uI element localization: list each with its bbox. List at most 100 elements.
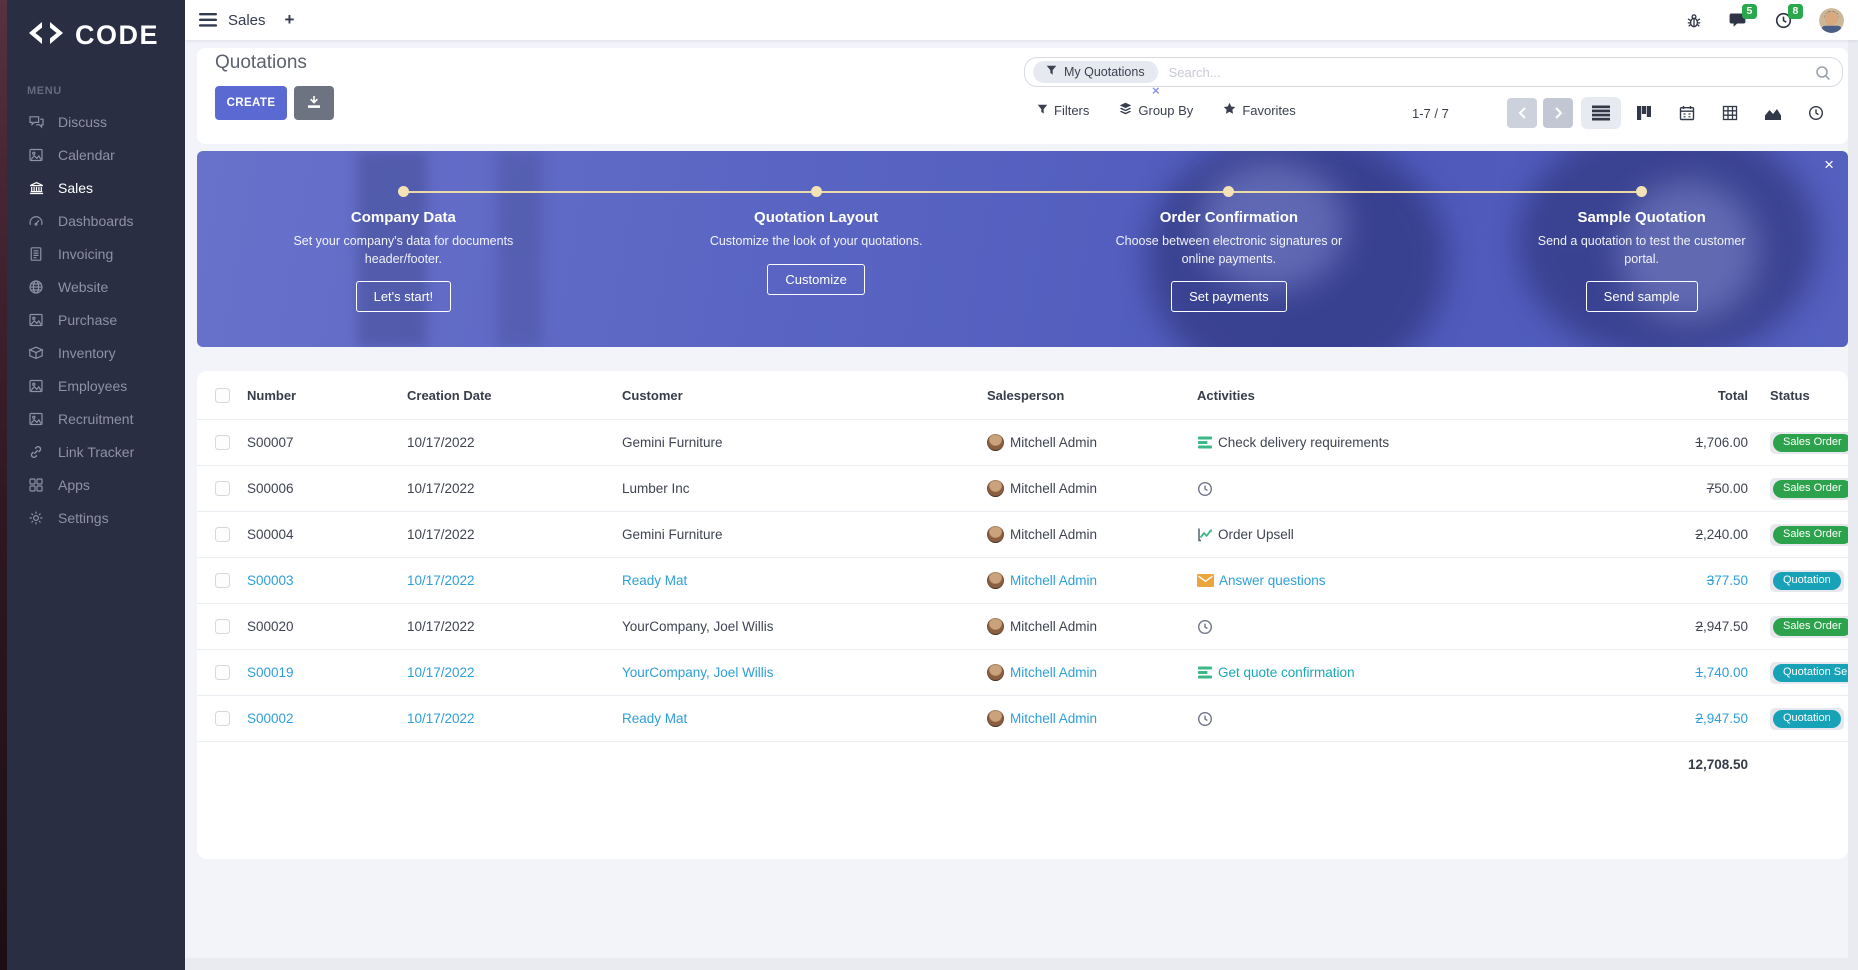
sidebar-item-label: Purchase (58, 312, 117, 328)
step-action-button[interactable]: Let's start! (356, 281, 452, 312)
sidebar-item-invoicing[interactable]: Invoicing (0, 237, 185, 270)
list-view-icon (1592, 105, 1610, 121)
sidebar-item-inventory[interactable]: Inventory (0, 336, 185, 369)
column-header-customer[interactable]: Customer (622, 388, 987, 403)
view-switch-kanban[interactable] (1624, 97, 1664, 129)
view-switch-calendar[interactable] (1667, 97, 1707, 129)
new-tab-button[interactable]: + (285, 10, 295, 30)
cell-activities[interactable] (1197, 481, 1597, 497)
activity-label[interactable]: Answer questions (1219, 573, 1326, 588)
sidebar-item-website[interactable]: Website (0, 270, 185, 303)
sidebar-item-sales[interactable]: Sales (0, 171, 185, 204)
export-button[interactable] (294, 86, 334, 120)
column-header-activities[interactable]: Activities (1197, 388, 1597, 403)
row-checkbox[interactable] (215, 481, 230, 496)
step-action-button[interactable]: Send sample (1586, 281, 1698, 312)
cell-salesperson: Mitchell Admin (987, 526, 1197, 543)
sidebar-item-calendar[interactable]: Calendar (0, 138, 185, 171)
clock-icon (1197, 711, 1213, 727)
sidebar-item-apps[interactable]: Apps (0, 468, 185, 501)
activity-label[interactable]: Check delivery requirements (1218, 435, 1389, 450)
column-header-salesperson[interactable]: Salesperson (987, 388, 1197, 403)
activities-clock-icon[interactable]: 8 (1775, 12, 1792, 29)
view-switch-pivot[interactable] (1710, 97, 1750, 129)
salesperson-avatar (987, 434, 1004, 451)
vertical-scrollbar[interactable] (1848, 40, 1858, 958)
tasks-icon (1197, 436, 1213, 450)
step-action-button[interactable]: Set payments (1171, 281, 1287, 312)
user-avatar[interactable] (1819, 8, 1844, 33)
quotation-row-s00020[interactable]: S00020 10/17/2022 YourCompany, Joel Will… (197, 603, 1848, 649)
step-title: Order Confirmation (1160, 209, 1298, 226)
row-checkbox[interactable] (215, 619, 230, 634)
salesperson-avatar (987, 480, 1004, 497)
cell-activities[interactable] (1197, 711, 1597, 727)
sidebar-item-recruitment[interactable]: Recruitment (0, 402, 185, 435)
cell-activities[interactable]: Order Upsell (1197, 527, 1597, 542)
favorites-label: Favorites (1242, 103, 1295, 118)
app-breadcrumb[interactable]: Sales (228, 12, 266, 29)
column-header-number[interactable]: Number (247, 388, 407, 403)
hamburger-menu-icon[interactable] (199, 13, 217, 27)
filters-menu[interactable]: Filters (1037, 103, 1089, 118)
row-checkbox[interactable] (215, 665, 230, 680)
cell-activities[interactable]: Get quote confirmation (1197, 665, 1597, 680)
quotation-row-s00019[interactable]: S00019 10/17/2022 YourCompany, Joel Will… (197, 649, 1848, 695)
status-badge: Sales Order (1770, 478, 1848, 500)
quotation-row-s00006[interactable]: S00006 10/17/2022 Lumber Inc Mitchell Ad… (197, 465, 1848, 511)
status-badge-label: Quotation (1773, 710, 1841, 728)
row-checkbox[interactable] (215, 573, 230, 588)
group-by-label: Group By (1138, 103, 1193, 118)
action-buttons: CREATE (215, 86, 334, 120)
search-facet-my-quotations[interactable]: My Quotations (1033, 61, 1158, 83)
cell-status: Quotation (1748, 708, 1848, 730)
sidebar-item-discuss[interactable]: Discuss (0, 105, 185, 138)
debug-bug-icon[interactable] (1686, 12, 1702, 29)
quotation-row-s00003[interactable]: S00003 10/17/2022 Ready Mat Mitchell Adm… (197, 557, 1848, 603)
activity-view-icon (1808, 105, 1824, 121)
column-header-status[interactable]: Status (1748, 388, 1848, 403)
cell-activities[interactable]: Answer questions (1197, 573, 1597, 588)
row-checkbox[interactable] (215, 527, 230, 542)
view-switch-activity[interactable] (1796, 97, 1836, 129)
create-button[interactable]: CREATE (215, 86, 287, 120)
banner-close-icon[interactable]: × (1824, 156, 1834, 173)
select-all-checkbox[interactable] (215, 388, 230, 403)
messages-icon[interactable]: 5 (1729, 12, 1748, 29)
row-checkbox[interactable] (215, 711, 230, 726)
step-action-button[interactable]: Customize (767, 264, 864, 295)
column-header-total[interactable]: Total (1597, 388, 1748, 403)
pager-next-button[interactable] (1543, 98, 1573, 128)
view-switch-graph[interactable] (1753, 97, 1793, 129)
sidebar-item-settings[interactable]: Settings (0, 501, 185, 534)
sidebar-item-label: Website (58, 279, 108, 295)
quotation-row-s00002[interactable]: S00002 10/17/2022 Ready Mat Mitchell Adm… (197, 695, 1848, 741)
cell-salesperson: Mitchell Admin (987, 480, 1197, 497)
facet-remove-icon[interactable]: × (1152, 83, 1160, 98)
app-logo[interactable]: CODE (0, 0, 185, 51)
cell-customer: Ready Mat (622, 573, 987, 588)
tasks-icon (1197, 666, 1213, 680)
search-input[interactable]: Search... (1169, 65, 1221, 80)
activity-label[interactable]: Order Upsell (1218, 527, 1294, 542)
row-checkbox[interactable] (215, 435, 230, 450)
quotation-row-s00004[interactable]: S00004 10/17/2022 Gemini Furniture Mitch… (197, 511, 1848, 557)
pager-previous-button[interactable] (1507, 98, 1537, 128)
column-header-creation-date[interactable]: Creation Date (407, 388, 622, 403)
favorites-menu[interactable]: Favorites (1223, 102, 1295, 118)
sidebar-item-dashboards[interactable]: Dashboards (0, 204, 185, 237)
sidebar-item-purchase[interactable]: Purchase (0, 303, 185, 336)
search-bar[interactable]: My Quotations Search... × (1024, 57, 1843, 87)
activity-label[interactable]: Get quote confirmation (1218, 665, 1355, 680)
view-switch-list[interactable] (1581, 97, 1621, 129)
group-by-menu[interactable]: Group By (1119, 102, 1193, 118)
horizontal-scrollbar[interactable] (185, 958, 1858, 970)
cell-activities[interactable] (1197, 619, 1597, 635)
cell-activities[interactable]: Check delivery requirements (1197, 435, 1597, 450)
quotation-row-s00007[interactable]: S00007 10/17/2022 Gemini Furniture Mitch… (197, 419, 1848, 465)
sidebar-item-employees[interactable]: Employees (0, 369, 185, 402)
sidebar-item-link-tracker[interactable]: Link Tracker (0, 435, 185, 468)
search-icon[interactable] (1815, 65, 1831, 81)
cell-creation-date: 10/17/2022 (407, 711, 622, 726)
row-checkbox-cell (197, 481, 247, 496)
